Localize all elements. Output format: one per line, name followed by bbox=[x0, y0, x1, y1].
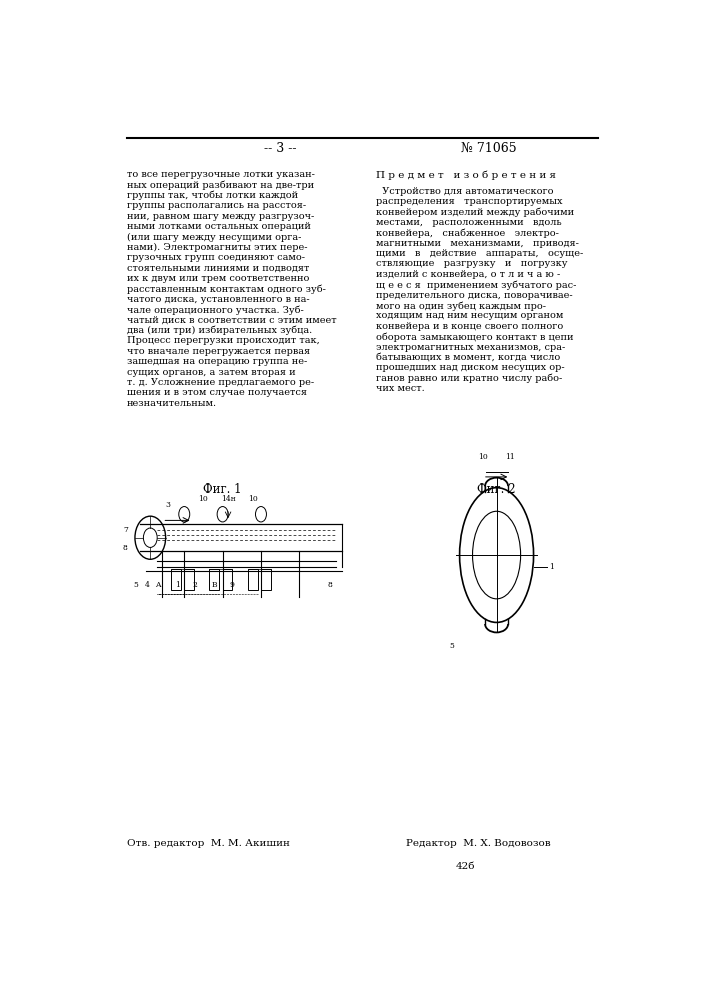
Text: 5: 5 bbox=[449, 642, 454, 650]
Text: чале операционного участка. Зуб-: чале операционного участка. Зуб- bbox=[127, 305, 303, 315]
Text: Редактор  М. Х. Водовозов: Редактор М. Х. Водовозов bbox=[407, 839, 551, 848]
Text: 4: 4 bbox=[144, 581, 149, 589]
Text: конвейера,   снабженное   электро-: конвейера, снабженное электро- bbox=[376, 228, 559, 238]
Text: 2: 2 bbox=[193, 581, 198, 589]
Bar bbox=[261, 569, 271, 590]
Text: шения и в этом случае получается: шения и в этом случае получается bbox=[127, 388, 307, 397]
Text: 11: 11 bbox=[506, 453, 515, 461]
Bar bbox=[171, 569, 181, 590]
Text: 10: 10 bbox=[478, 453, 488, 461]
Text: 8: 8 bbox=[123, 544, 128, 552]
Text: ных операций разбивают на две-три: ных операций разбивают на две-три bbox=[127, 180, 314, 190]
Text: 9: 9 bbox=[230, 581, 234, 589]
Text: ганов равно или кратно числу рабо-: ганов равно или кратно числу рабо- bbox=[376, 374, 562, 383]
Text: щими   в   действие   аппараты,   осуще-: щими в действие аппараты, осуще- bbox=[376, 249, 583, 258]
Text: чатый диск в соответствии с этим имеет: чатый диск в соответствии с этим имеет bbox=[127, 316, 337, 325]
Text: Устройство для автоматического: Устройство для автоматического bbox=[376, 187, 554, 196]
Text: 10: 10 bbox=[199, 495, 209, 503]
Text: нии, равном шагу между разгрузоч-: нии, равном шагу между разгрузоч- bbox=[127, 212, 314, 221]
Text: стоятельными линиями и подводят: стоятельными линиями и подводят bbox=[127, 264, 309, 273]
Text: прошедших над диском несущих ор-: прошедших над диском несущих ор- bbox=[376, 363, 565, 372]
Text: щ е е с я  применением зубчатого рас-: щ е е с я применением зубчатого рас- bbox=[376, 280, 576, 290]
Text: Отв. редактор  М. М. Акишин: Отв. редактор М. М. Акишин bbox=[127, 839, 290, 848]
Text: 1: 1 bbox=[175, 581, 180, 589]
Text: что вначале перегружается первая: что вначале перегружается первая bbox=[127, 347, 310, 356]
Bar bbox=[185, 569, 194, 590]
Text: Процесс перегрузки происходит так,: Процесс перегрузки происходит так, bbox=[127, 336, 320, 345]
Bar bbox=[248, 569, 257, 590]
Text: Фиг. 2: Фиг. 2 bbox=[477, 483, 516, 496]
Text: мого на один зубец каждым про-: мого на один зубец каждым про- bbox=[376, 301, 546, 311]
Text: конвейера и в конце своего полного: конвейера и в конце своего полного bbox=[376, 322, 563, 331]
Text: пределительного диска, поворачивае-: пределительного диска, поворачивае- bbox=[376, 291, 573, 300]
Text: -- 3 --: -- 3 -- bbox=[264, 142, 296, 155]
Text: 42б: 42б bbox=[455, 862, 475, 871]
Text: 10: 10 bbox=[248, 495, 257, 503]
Text: (или шагу между несущими орга-: (или шагу между несущими орга- bbox=[127, 232, 301, 242]
Text: сущих органов, а затем вторая и: сущих органов, а затем вторая и bbox=[127, 368, 296, 377]
Text: нами). Электромагниты этих пере-: нами). Электромагниты этих пере- bbox=[127, 243, 308, 252]
Text: группы так, чтобы лотки каждой: группы так, чтобы лотки каждой bbox=[127, 191, 298, 200]
Text: конвейером изделий между рабочими: конвейером изделий между рабочими bbox=[376, 207, 574, 217]
Text: № 71065: № 71065 bbox=[461, 142, 517, 155]
Text: оборота замыкающего контакт в цепи: оборота замыкающего контакт в цепи bbox=[376, 332, 573, 342]
Text: 7: 7 bbox=[123, 526, 128, 534]
Text: A: A bbox=[156, 581, 160, 589]
Text: т. д. Усложнение предлагаемого ре-: т. д. Усложнение предлагаемого ре- bbox=[127, 378, 314, 387]
Text: батывающих в момент, когда число: батывающих в момент, когда число bbox=[376, 353, 560, 362]
Text: местами,   расположенными   вдоль: местами, расположенными вдоль bbox=[376, 218, 561, 227]
Text: зашедшая на операцию группа не-: зашедшая на операцию группа не- bbox=[127, 357, 307, 366]
Text: распределения   транспортируемых: распределения транспортируемых bbox=[376, 197, 563, 206]
Text: 14н: 14н bbox=[221, 495, 235, 503]
Text: 5: 5 bbox=[134, 581, 139, 589]
Bar bbox=[209, 569, 219, 590]
Text: группы располагались на расстоя-: группы располагались на расстоя- bbox=[127, 201, 306, 210]
Text: 1: 1 bbox=[549, 563, 554, 571]
Text: Фиг. 1: Фиг. 1 bbox=[204, 483, 242, 496]
Text: 3: 3 bbox=[165, 501, 170, 509]
Text: изделий с конвейера, о т л и ч а ю -: изделий с конвейера, о т л и ч а ю - bbox=[376, 270, 560, 279]
Text: B: B bbox=[211, 581, 217, 589]
Text: П р е д м е т   и з о б р е т е н и я: П р е д м е т и з о б р е т е н и я bbox=[376, 170, 556, 180]
Text: два (или три) избирательных зубца.: два (или три) избирательных зубца. bbox=[127, 326, 312, 335]
Text: чатого диска, установленного в на-: чатого диска, установленного в на- bbox=[127, 295, 310, 304]
Text: ходящим над ним несущим органом: ходящим над ним несущим органом bbox=[376, 311, 563, 320]
Text: незначительным.: незначительным. bbox=[127, 399, 217, 408]
Text: чих мест.: чих мест. bbox=[376, 384, 425, 393]
Text: то все перегрузочные лотки указан-: то все перегрузочные лотки указан- bbox=[127, 170, 315, 179]
Text: расставленным контактам одного зуб-: расставленным контактам одного зуб- bbox=[127, 284, 326, 294]
Text: магнитными   механизмами,   приводя-: магнитными механизмами, приводя- bbox=[376, 239, 579, 248]
Text: 8: 8 bbox=[327, 581, 332, 589]
Text: электромагнитных механизмов, сра-: электромагнитных механизмов, сра- bbox=[376, 343, 566, 352]
Text: ствляющие   разгрузку   и   погрузку: ствляющие разгрузку и погрузку bbox=[376, 259, 568, 268]
Text: ными лотками остальных операций: ными лотками остальных операций bbox=[127, 222, 310, 231]
Text: их к двум или трем соответственно: их к двум или трем соответственно bbox=[127, 274, 309, 283]
Bar bbox=[223, 569, 233, 590]
Text: грузочных групп соединяют само-: грузочных групп соединяют само- bbox=[127, 253, 305, 262]
